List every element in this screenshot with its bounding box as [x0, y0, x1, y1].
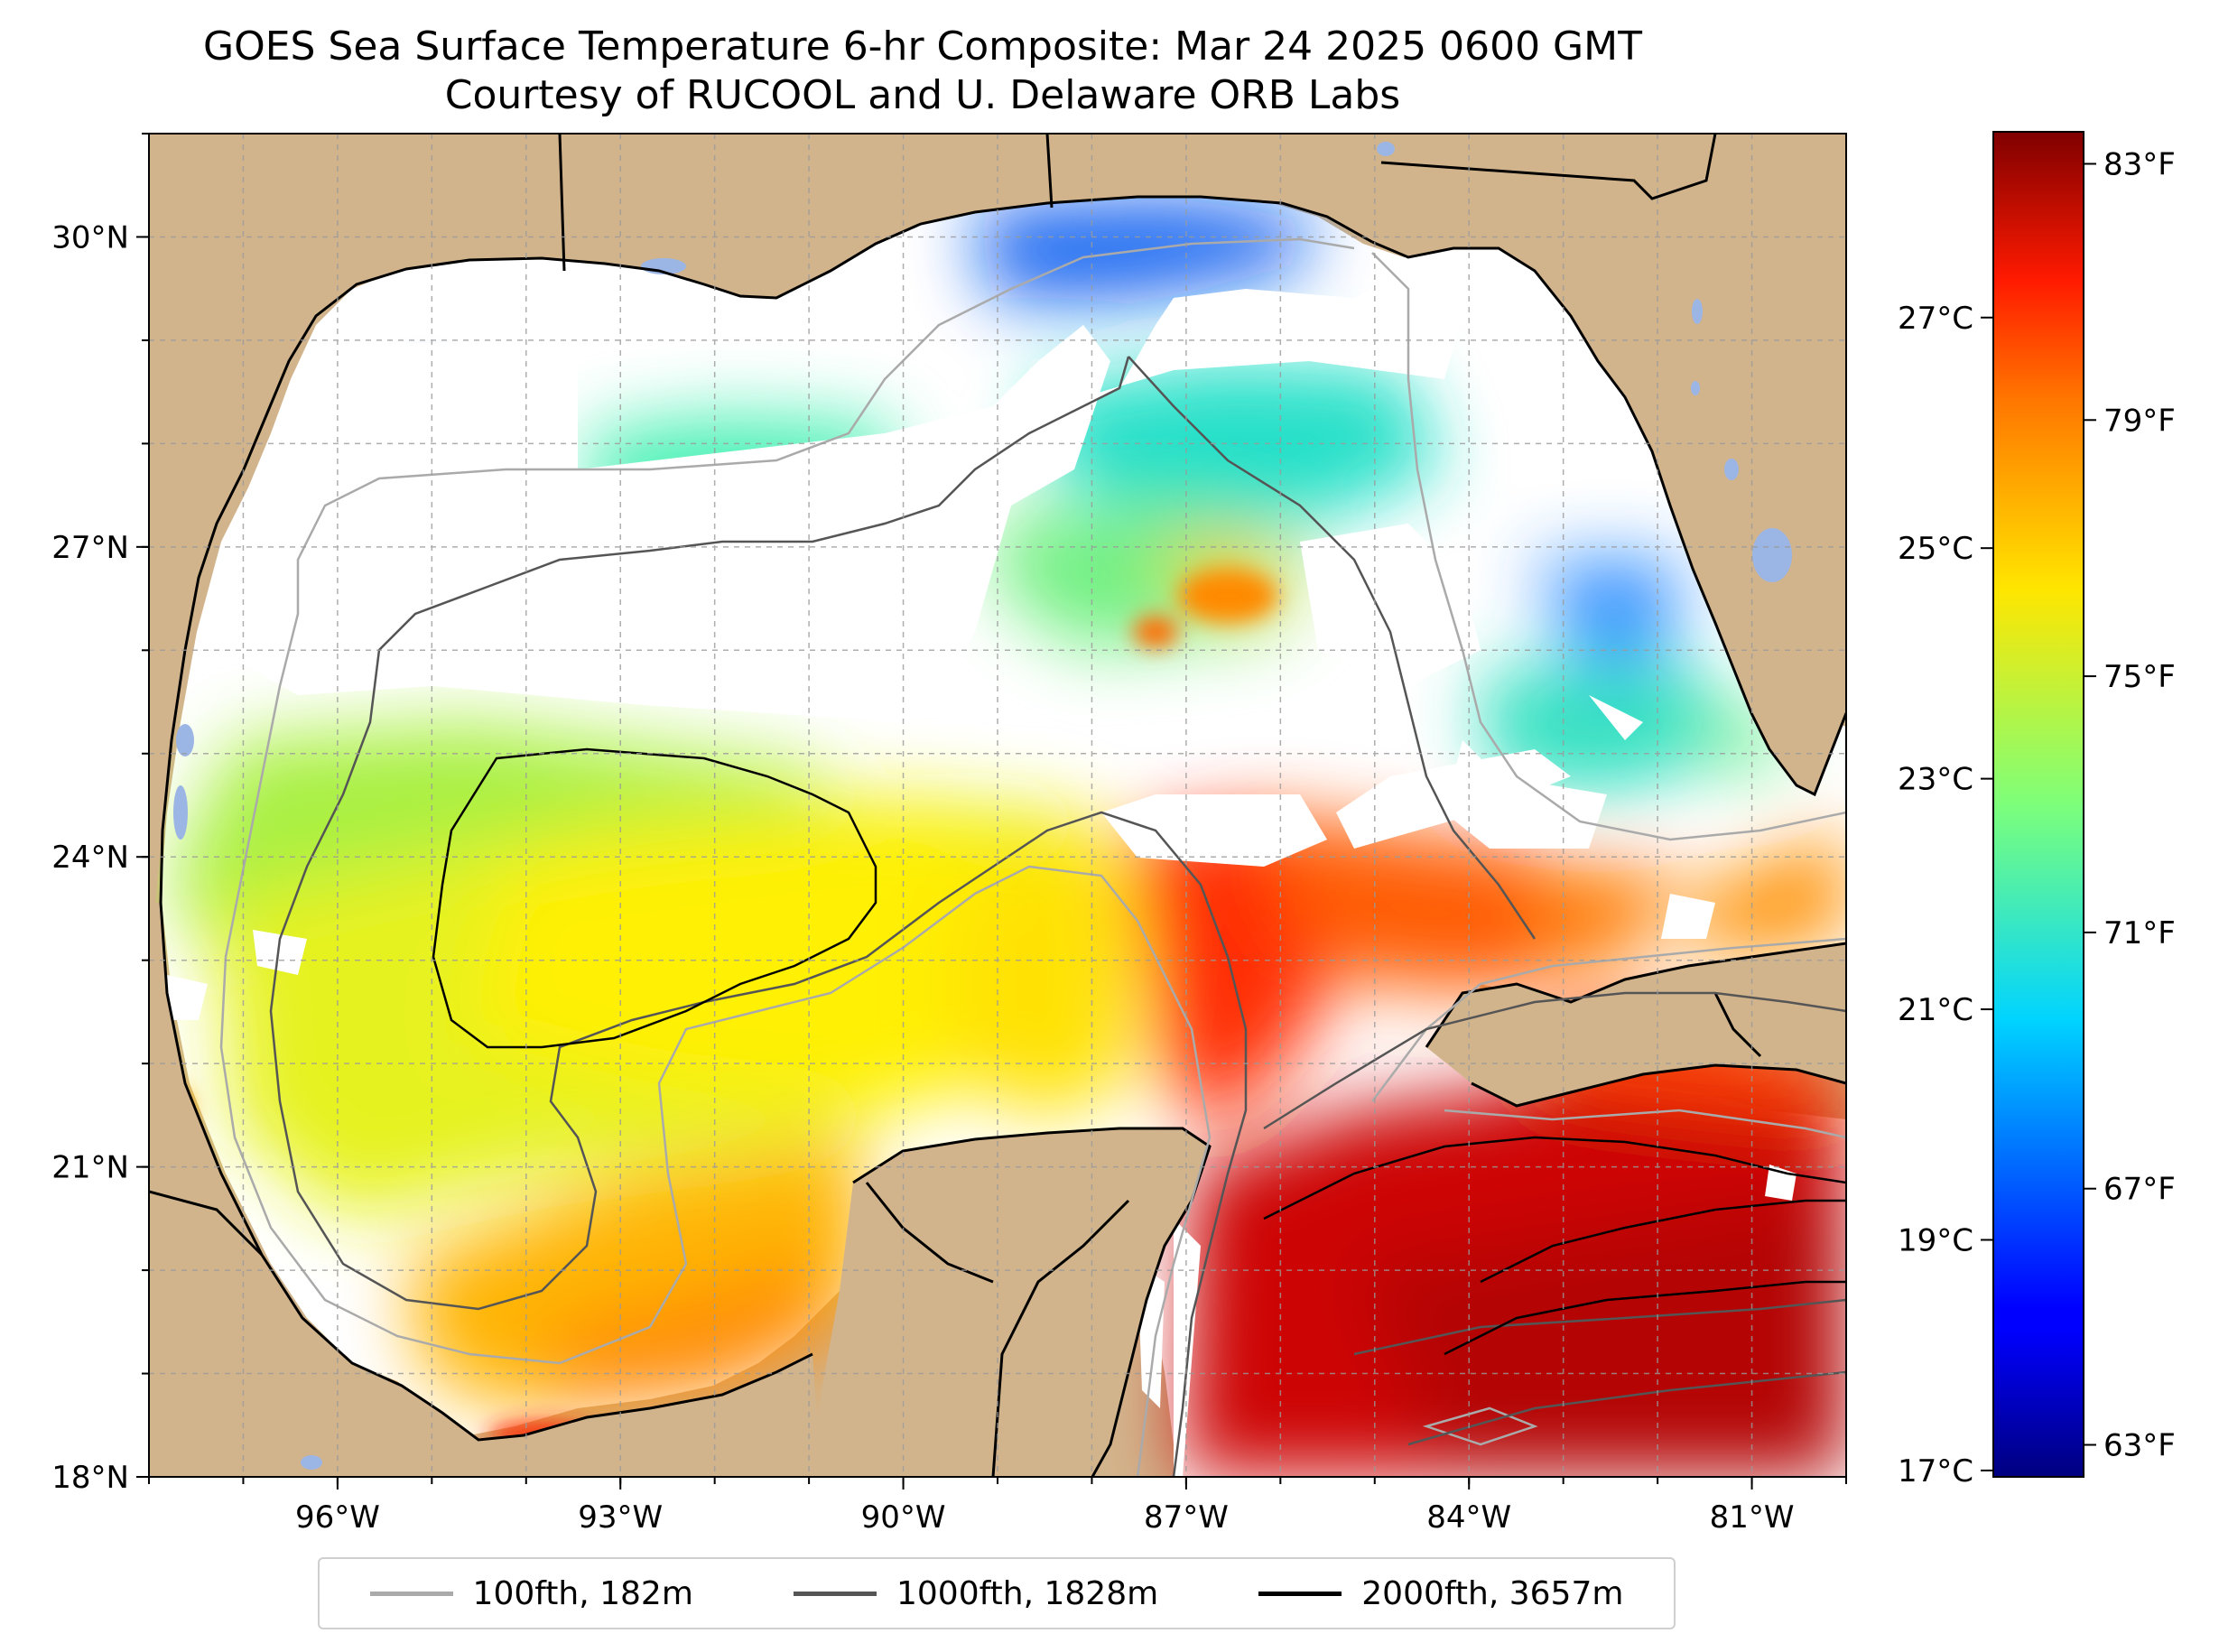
latitude-axis: 18°N 21°N 24°N 27°N 30°N [51, 133, 149, 1496]
isobath-legend: 100fth, 182m 1000fth, 1828m 2000fth, 365… [318, 1557, 1676, 1629]
map-title: GOES Sea Surface Temperature 6-hr Compos… [202, 23, 1642, 70]
graticule [149, 134, 1846, 1477]
lon-tick-label: 84°W [1426, 1499, 1511, 1536]
legend-label-100fth: 100fth, 182m [472, 1574, 693, 1612]
legend-item-2000fth: 2000fth, 3657m [1258, 1575, 1623, 1612]
legend-label-2000fth: 2000fth, 3657m [1361, 1574, 1624, 1612]
isobath-2000fth [432, 747, 1846, 1356]
yucatan-land [812, 1128, 1210, 1477]
lat-tick-label: 27°N [51, 530, 129, 566]
colorbar-c-tick-label: 27°C [1898, 301, 1973, 337]
lat-tick-label: 24°N [51, 840, 129, 876]
colorbar-f-tick-label: 67°F [2103, 1172, 2176, 1208]
lat-tick-label: 18°N [51, 1460, 129, 1496]
legend-label-1000fth: 1000fth, 1828m [896, 1574, 1159, 1612]
lon-tick-label: 93°W [578, 1499, 663, 1536]
lakes-layer [173, 142, 1792, 1470]
colorbar-c-tick-label: 23°C [1898, 762, 1973, 798]
isobath-1000fth [269, 356, 1846, 1477]
colorbar-frame [1992, 131, 2084, 1478]
legend-swatch-1000fth [794, 1591, 877, 1596]
colorbar-c-tick-label: 25°C [1898, 531, 1973, 567]
mexico-land [149, 903, 822, 1477]
cuba-land [1426, 943, 1846, 1106]
colorbar-f-tick-label: 79°F [2103, 403, 2176, 439]
colorbar-c-tick-label: 19°C [1898, 1222, 1973, 1258]
colorbar-f-tick-label: 63°F [2103, 1428, 2176, 1464]
colorbar-gradient [1993, 132, 2084, 1477]
lon-tick-label: 96°W [295, 1499, 380, 1536]
map-plot-area [149, 134, 1846, 1477]
colorbar-fahrenheit-axis: 63°F 67°F 71°F 75°F 79°F 83°F [2084, 146, 2176, 1464]
colorbar-celsius-axis: 17°C 19°C 21°C 23°C 25°C 27°C [1898, 301, 1993, 1490]
legend-item-1000fth: 1000fth, 1828m [794, 1575, 1158, 1612]
colorbar-f-tick-label: 83°F [2103, 146, 2176, 182]
legend-swatch-100fth [369, 1591, 453, 1596]
lat-tick-label: 21°N [51, 1150, 129, 1186]
colorbar-f-tick-label: 71°F [2103, 915, 2176, 951]
colorbar-c-tick-label: 17°C [1898, 1453, 1973, 1490]
map-subtitle: Courtesy of RUCOOL and U. Delaware ORB L… [444, 72, 1401, 118]
lat-tick-label: 30°N [51, 219, 129, 255]
cloud-mask-layer [167, 271, 1846, 1477]
florida-land [1354, 134, 1846, 794]
colorbar-f-tick-label: 75°F [2103, 659, 2176, 695]
north-coast-land [149, 134, 1372, 903]
colorbar: 63°F 67°F 71°F 75°F 79°F 83°F 17°C 19°C 21°C 23°… [1898, 131, 2176, 1490]
lon-tick-label: 90°W [861, 1499, 946, 1536]
legend-swatch-2000fth [1258, 1591, 1342, 1596]
longitude-axis: 96°W 93°W 90°W 87°W 84°W 81°W [148, 1477, 1847, 1536]
colorbar-c-tick-label: 21°C [1898, 992, 1973, 1028]
legend-item-100fth: 100fth, 182m [369, 1574, 693, 1612]
lon-tick-label: 87°W [1144, 1499, 1229, 1536]
lon-tick-label: 81°W [1710, 1499, 1795, 1536]
coastlines-and-borders [149, 134, 1846, 1477]
